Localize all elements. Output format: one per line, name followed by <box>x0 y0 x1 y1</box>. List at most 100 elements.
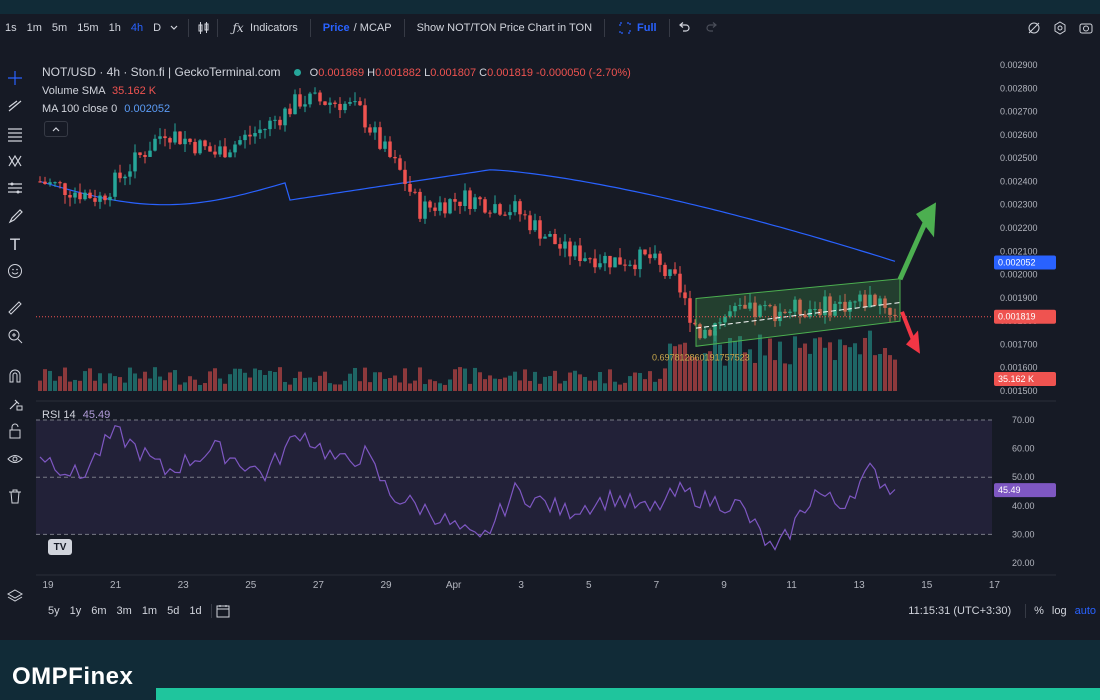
trendline-icon[interactable] <box>6 97 24 115</box>
legend-row-volume[interactable]: Volume SMA 35.162 K <box>42 85 156 97</box>
candle-body <box>243 134 247 141</box>
calendar-range-icon[interactable] <box>216 604 230 618</box>
brush-icon[interactable] <box>6 207 24 225</box>
redo-icon[interactable] <box>704 20 720 36</box>
volume-bar <box>563 380 567 391</box>
camera-icon[interactable] <box>1078 20 1094 36</box>
candle-body <box>868 294 872 308</box>
show-ton-chart-button[interactable]: Show NOT/TON Price Chart in TON <box>416 22 593 34</box>
candle-body <box>228 152 232 158</box>
range-5d[interactable]: 5d <box>167 605 180 617</box>
volume-bar <box>258 370 262 391</box>
settings-icon[interactable] <box>1052 20 1068 36</box>
trash-icon[interactable] <box>6 487 24 505</box>
timeframe-1m[interactable]: 1m <box>26 22 42 34</box>
chevron-down-icon[interactable] <box>166 20 182 36</box>
timeframe-4h[interactable]: 4h <box>130 22 144 34</box>
candle-body <box>123 176 127 179</box>
symbol-title[interactable]: NOT/USD · 4h · Ston.fi | GeckoTerminal.c… <box>42 65 281 79</box>
time-axis-tick: 29 <box>380 580 392 591</box>
volume-bar <box>878 353 882 391</box>
volume-bar <box>503 377 507 391</box>
volume-bar <box>438 383 442 391</box>
candle-body <box>363 105 367 128</box>
legend-row-rsi[interactable]: RSI 14 45.49 <box>42 409 110 421</box>
lock-icon[interactable] <box>6 422 24 440</box>
volume-bar <box>138 378 142 391</box>
volume-bar <box>728 337 732 391</box>
indicators-button[interactable]: ƒx Indicators <box>224 20 304 36</box>
candle-body <box>83 192 87 200</box>
zoom-in-icon[interactable] <box>6 327 24 345</box>
ruler-icon[interactable] <box>6 299 24 317</box>
rsi-axis-tick: 30.00 <box>1012 529 1035 539</box>
last-price-tag-bg <box>994 309 1056 324</box>
chart-area[interactable]: 0.002900 0.002800 0.002700 0.002600 0.002500… <box>36 47 1056 607</box>
pattern-icon[interactable] <box>6 152 24 170</box>
candle-body <box>433 207 437 211</box>
undo-icon[interactable] <box>676 20 692 36</box>
legend-row-ma[interactable]: MA 100 close 0 0.002052 <box>42 103 170 115</box>
text-tool-icon[interactable]: T <box>10 234 20 254</box>
divider <box>403 19 405 37</box>
timeframe-1d[interactable]: D <box>153 22 162 34</box>
collapse-legend-button[interactable] <box>44 121 68 137</box>
range-5y[interactable]: 5y <box>48 605 60 617</box>
range-3m[interactable]: 3m <box>116 605 132 617</box>
ohlc-close-label: C <box>479 67 488 79</box>
clock-timezone[interactable]: 11:15:31 (UTC+3:30) <box>908 605 1012 617</box>
timeframe-1h[interactable]: 1h <box>108 22 121 34</box>
projection-icon[interactable] <box>6 179 24 197</box>
volume-bar <box>698 360 702 391</box>
range-1m[interactable]: 1m <box>141 605 158 617</box>
candles-icon[interactable] <box>195 20 211 36</box>
timeframe-15m[interactable]: 15m <box>77 22 99 34</box>
time-axis-tick: 25 <box>245 580 257 591</box>
timeframe-5m[interactable]: 5m <box>51 22 68 34</box>
volume-bar <box>558 383 562 391</box>
screenshot-icon[interactable] <box>1026 20 1042 36</box>
timeframe-1s[interactable]: 1s <box>5 22 17 34</box>
price-chart-svg[interactable]: 0.002900 0.002800 0.002700 0.002600 0.002500… <box>36 47 1056 607</box>
candle-body <box>333 102 337 104</box>
volume-bar <box>193 379 197 391</box>
volume-bar <box>53 380 57 391</box>
time-axis-tick: Apr <box>446 580 462 591</box>
candle-body <box>888 307 892 315</box>
candle-body <box>573 245 577 257</box>
range-1y[interactable]: 1y <box>69 605 82 617</box>
lock-drawing-icon[interactable] <box>6 395 24 413</box>
divider <box>604 19 606 37</box>
volume-bar <box>288 384 292 391</box>
volume-bar <box>448 379 452 391</box>
candle-body <box>248 134 252 137</box>
candle-body <box>338 103 342 111</box>
volume-bar <box>778 341 782 391</box>
candle-body <box>673 269 677 274</box>
crosshair-icon[interactable] <box>6 69 24 87</box>
log-toggle[interactable]: log <box>1051 605 1067 617</box>
layers-icon[interactable] <box>6 587 24 605</box>
volume-bar <box>433 381 437 391</box>
price-mcap-toggle[interactable]: Price / MCAP <box>317 22 398 34</box>
range-6m[interactable]: 6m <box>91 605 107 617</box>
volume-bar <box>483 379 487 391</box>
emoji-icon[interactable] <box>6 262 24 280</box>
fib-retracement-icon[interactable] <box>6 125 24 143</box>
percent-toggle[interactable]: % <box>1034 605 1044 617</box>
volume-bar <box>518 380 522 391</box>
range-1d[interactable]: 1d <box>189 605 202 617</box>
candle-body <box>713 323 717 336</box>
candle-body <box>153 138 157 151</box>
auto-toggle[interactable]: auto <box>1074 605 1096 617</box>
candle-body <box>343 103 347 111</box>
candle-body <box>678 273 682 293</box>
fullscreen-button[interactable]: Full <box>611 20 663 36</box>
magnet-icon[interactable] <box>6 367 24 385</box>
eye-icon[interactable] <box>6 450 24 468</box>
candle-body <box>303 104 307 107</box>
candle-body <box>403 169 407 184</box>
volume-bar <box>773 360 777 391</box>
candle-body <box>163 136 167 139</box>
brand-accent-bar <box>156 688 1100 700</box>
